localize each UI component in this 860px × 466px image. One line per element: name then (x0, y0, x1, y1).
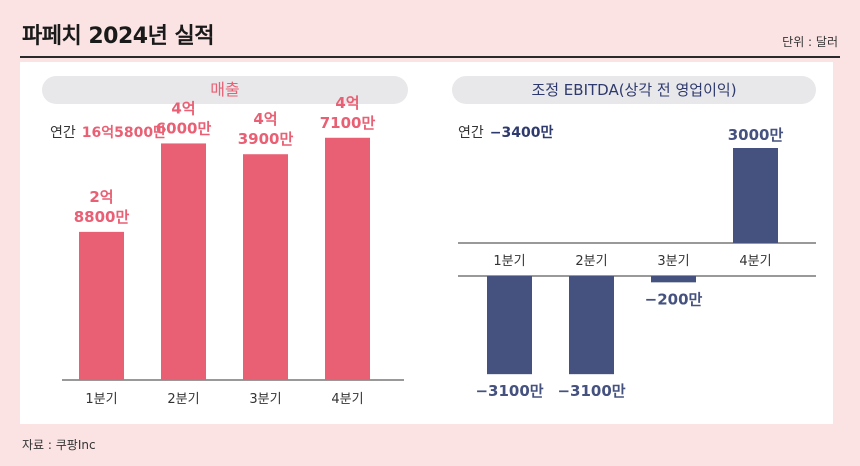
ebitda-tick-label: 3분기 (657, 254, 689, 269)
revenue-data-label: 6000만 (156, 119, 212, 137)
revenue-annual-value: 16억5800만 (81, 125, 166, 141)
revenue-tick-label: 3분기 (249, 392, 281, 407)
ebitda-data-label: −3100만 (475, 382, 543, 400)
revenue-bar (79, 231, 124, 380)
revenue-data-label: 2억 (89, 188, 113, 206)
ebitda-tick-label: 2분기 (575, 254, 607, 269)
source-note: 자료 : 쿠팡Inc (22, 438, 96, 452)
ebitda-annual-label: 연간 (458, 125, 484, 141)
ebitda-tick-label: 1분기 (493, 254, 525, 269)
ebitda-bar (733, 148, 778, 243)
revenue-data-label: 4억 (253, 110, 277, 128)
page-title: 파페치 2024년 실적 (22, 24, 215, 49)
charts-svg: 2억 8800만 1분기 4억 6000만 2분기 4억 3900만 3분기 4억 7100만 4분기… (62, 94, 816, 407)
ebitda-tick-label: 4분기 (739, 254, 771, 269)
ebitda-annual: 연간 −3400만 (458, 122, 553, 142)
revenue-tick-label: 4분기 (331, 392, 363, 407)
chart-panel: 매출 조정 EBITDA(상각 전 영업이익) 연간 16억5800만 연간 −34… (20, 62, 833, 424)
ebitda-data-label: −3100만 (557, 382, 625, 400)
revenue-bar (161, 143, 206, 380)
ebitda-bar (487, 276, 532, 375)
ebitda-bar (569, 276, 614, 375)
revenue-data-label: 4억 (335, 94, 359, 112)
revenue-tick-label: 1분기 (85, 392, 117, 407)
revenue-bar (325, 137, 370, 380)
revenue-data-label: 4억 (171, 99, 195, 117)
ebitda-bar (651, 276, 696, 283)
revenue-data-label: 3900만 (238, 130, 294, 148)
revenue-annual-label: 연간 (50, 125, 76, 141)
unit-label: 단위 : 달러 (782, 35, 838, 49)
revenue-chart-title: 매출 (42, 76, 408, 104)
ebitda-data-label: 3000만 (728, 126, 784, 144)
ebitda-chart-title: 조정 EBITDA(상각 전 영업이익) (452, 76, 816, 104)
revenue-tick-label: 2분기 (167, 392, 199, 407)
revenue-data-label: 8800만 (74, 208, 130, 226)
revenue-data-label: 7100만 (320, 114, 376, 132)
ebitda-data-label: −200만 (645, 290, 703, 308)
ebitda-annual-value: −3400만 (489, 125, 554, 141)
revenue-annual: 연간 16억5800만 (50, 122, 166, 142)
title-divider (20, 56, 840, 58)
revenue-bar (243, 154, 288, 380)
